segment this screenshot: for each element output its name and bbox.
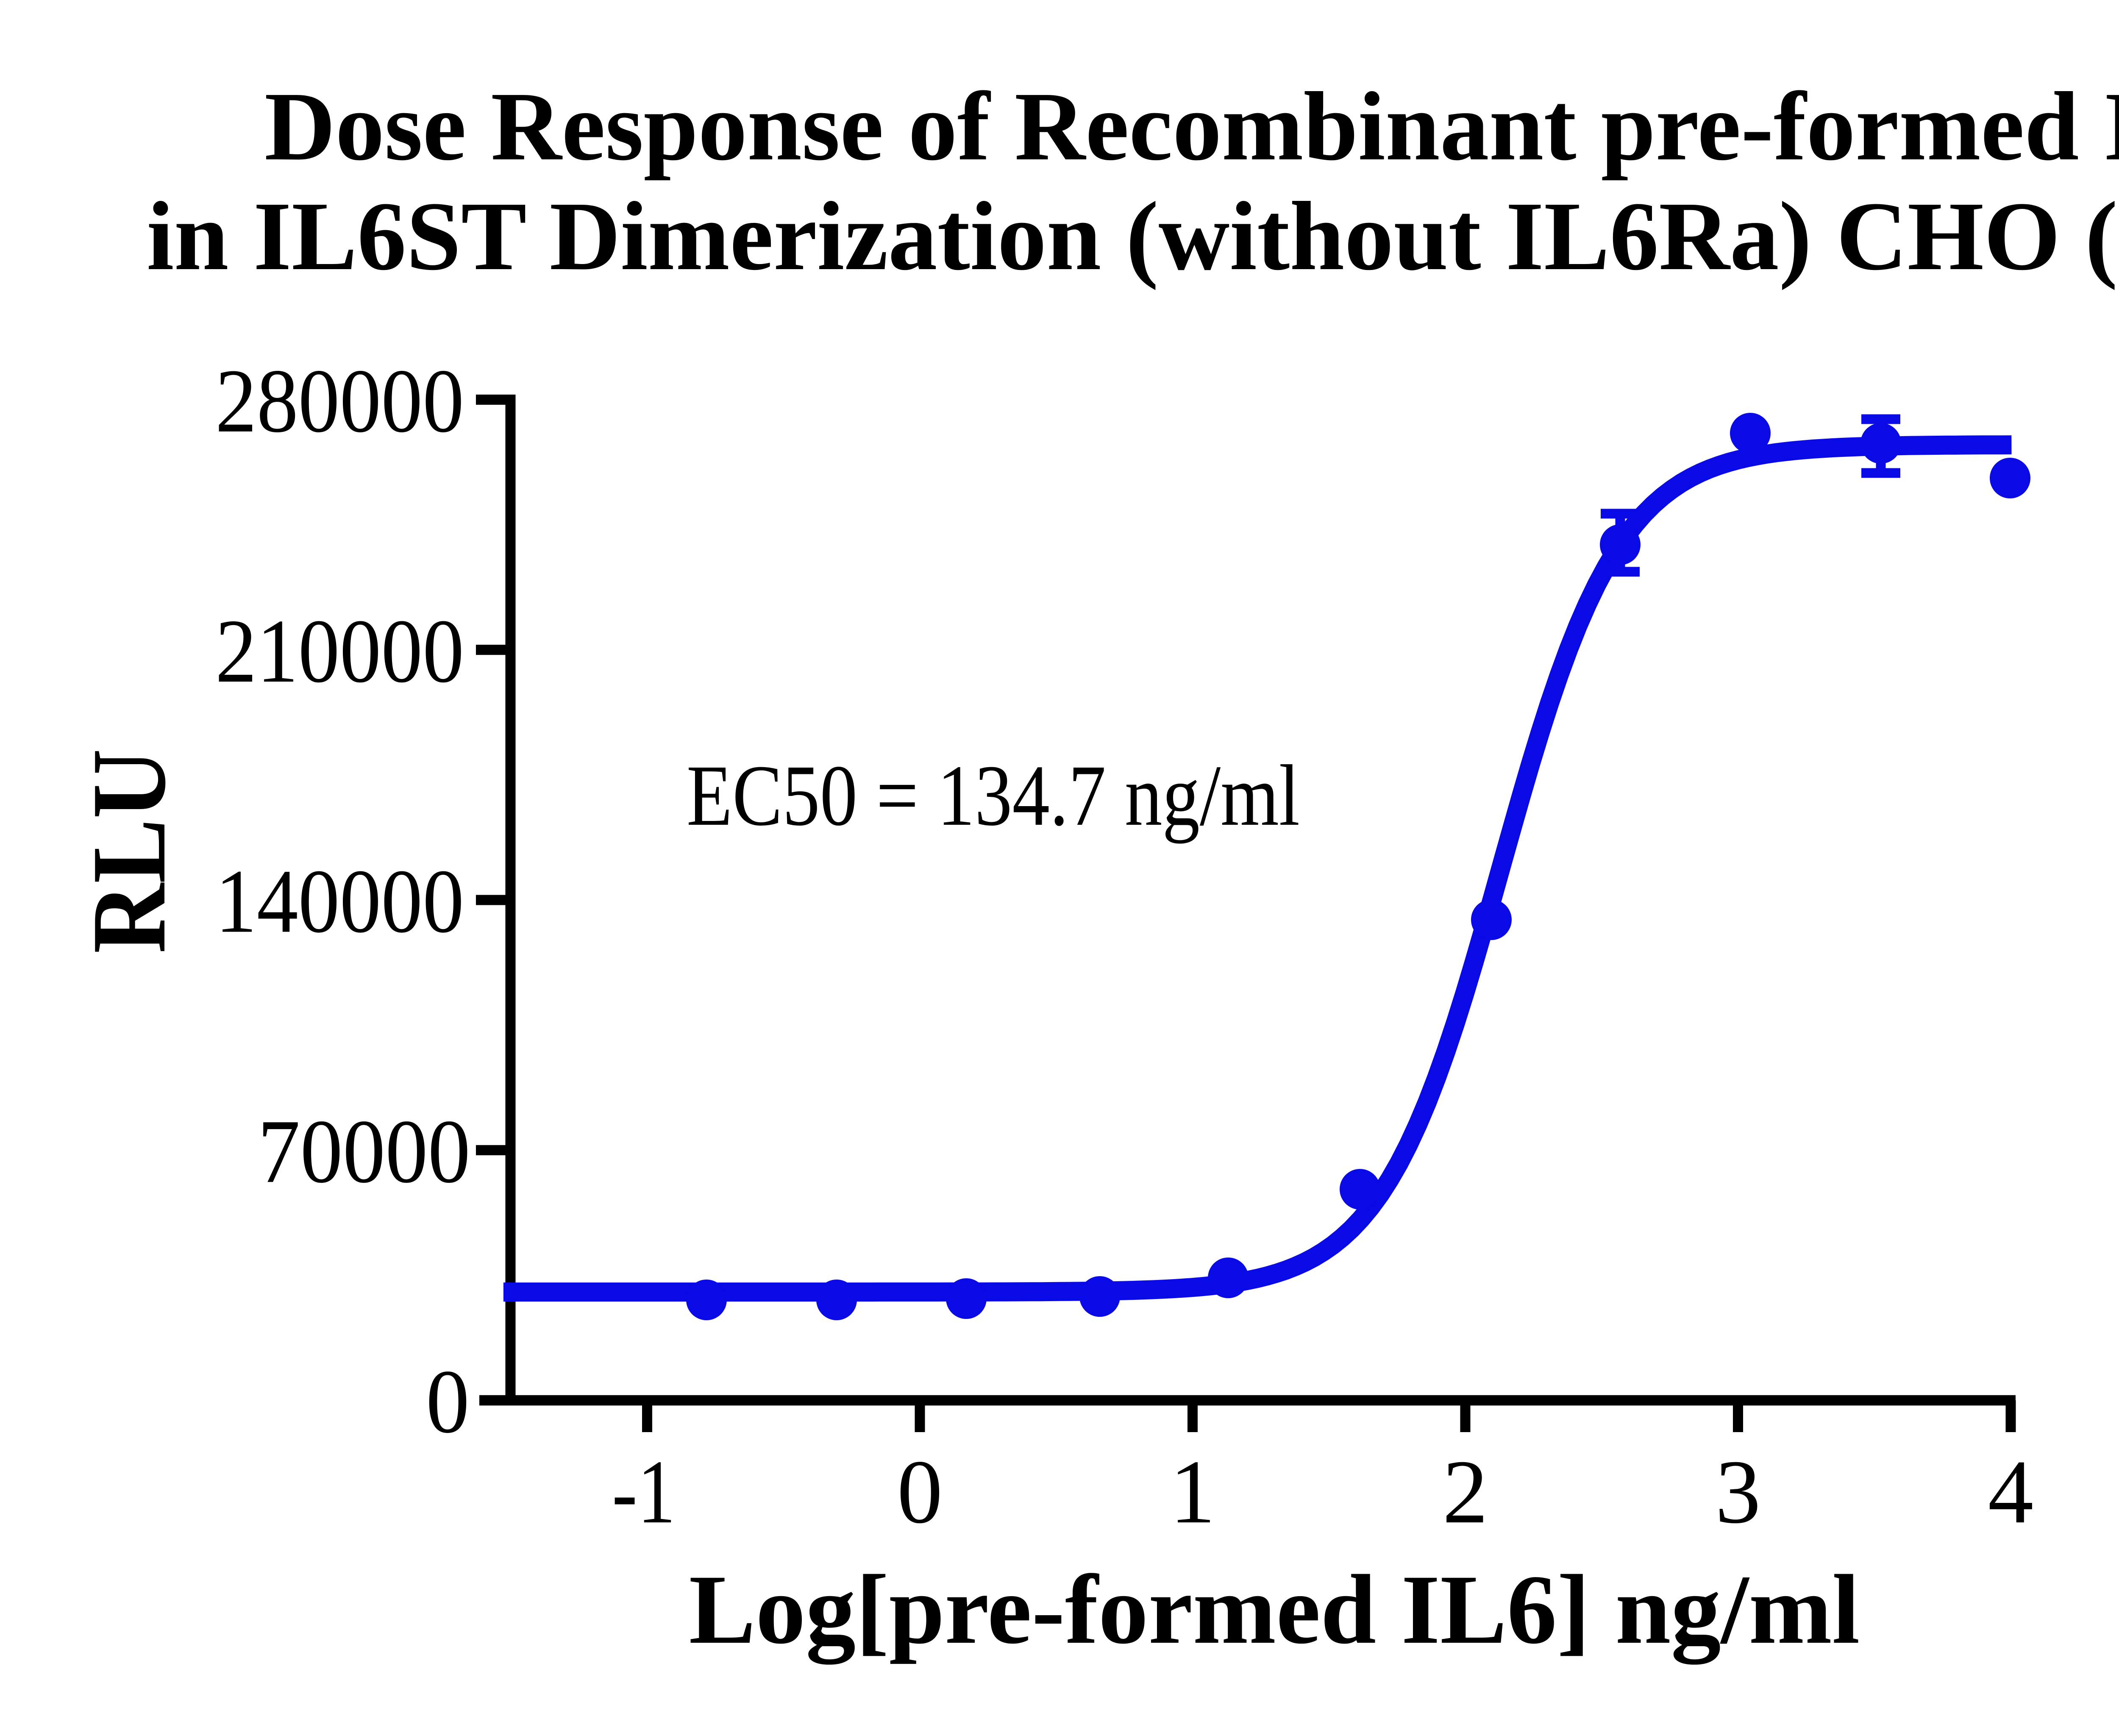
svg-text:in IL6ST Dimerization (without: in IL6ST Dimerization (without IL6Ra) CH…: [147, 182, 2119, 291]
svg-text:EC50 = 134.7 ng/ml: EC50 = 134.7 ng/ml: [687, 747, 1300, 844]
svg-text:4: 4: [1988, 1441, 2034, 1542]
svg-text:Dose Response of Recombinant p: Dose Response of Recombinant pre-formed …: [264, 72, 2119, 181]
svg-text:2: 2: [1443, 1441, 1488, 1542]
svg-text:210000: 210000: [215, 600, 464, 701]
svg-text:280000: 280000: [215, 350, 464, 451]
svg-text:Log[pre-formed IL6] ng/ml: Log[pre-formed IL6] ng/ml: [689, 1554, 1860, 1665]
svg-text:0: 0: [426, 1351, 470, 1452]
svg-text:1: 1: [1170, 1441, 1215, 1542]
svg-text:RLU: RLU: [70, 749, 188, 954]
svg-text:70000: 70000: [258, 1101, 470, 1202]
svg-text:3: 3: [1715, 1441, 1761, 1542]
svg-text:140000: 140000: [215, 851, 464, 952]
svg-text:0: 0: [897, 1441, 943, 1542]
svg-text:-1: -1: [612, 1441, 676, 1542]
